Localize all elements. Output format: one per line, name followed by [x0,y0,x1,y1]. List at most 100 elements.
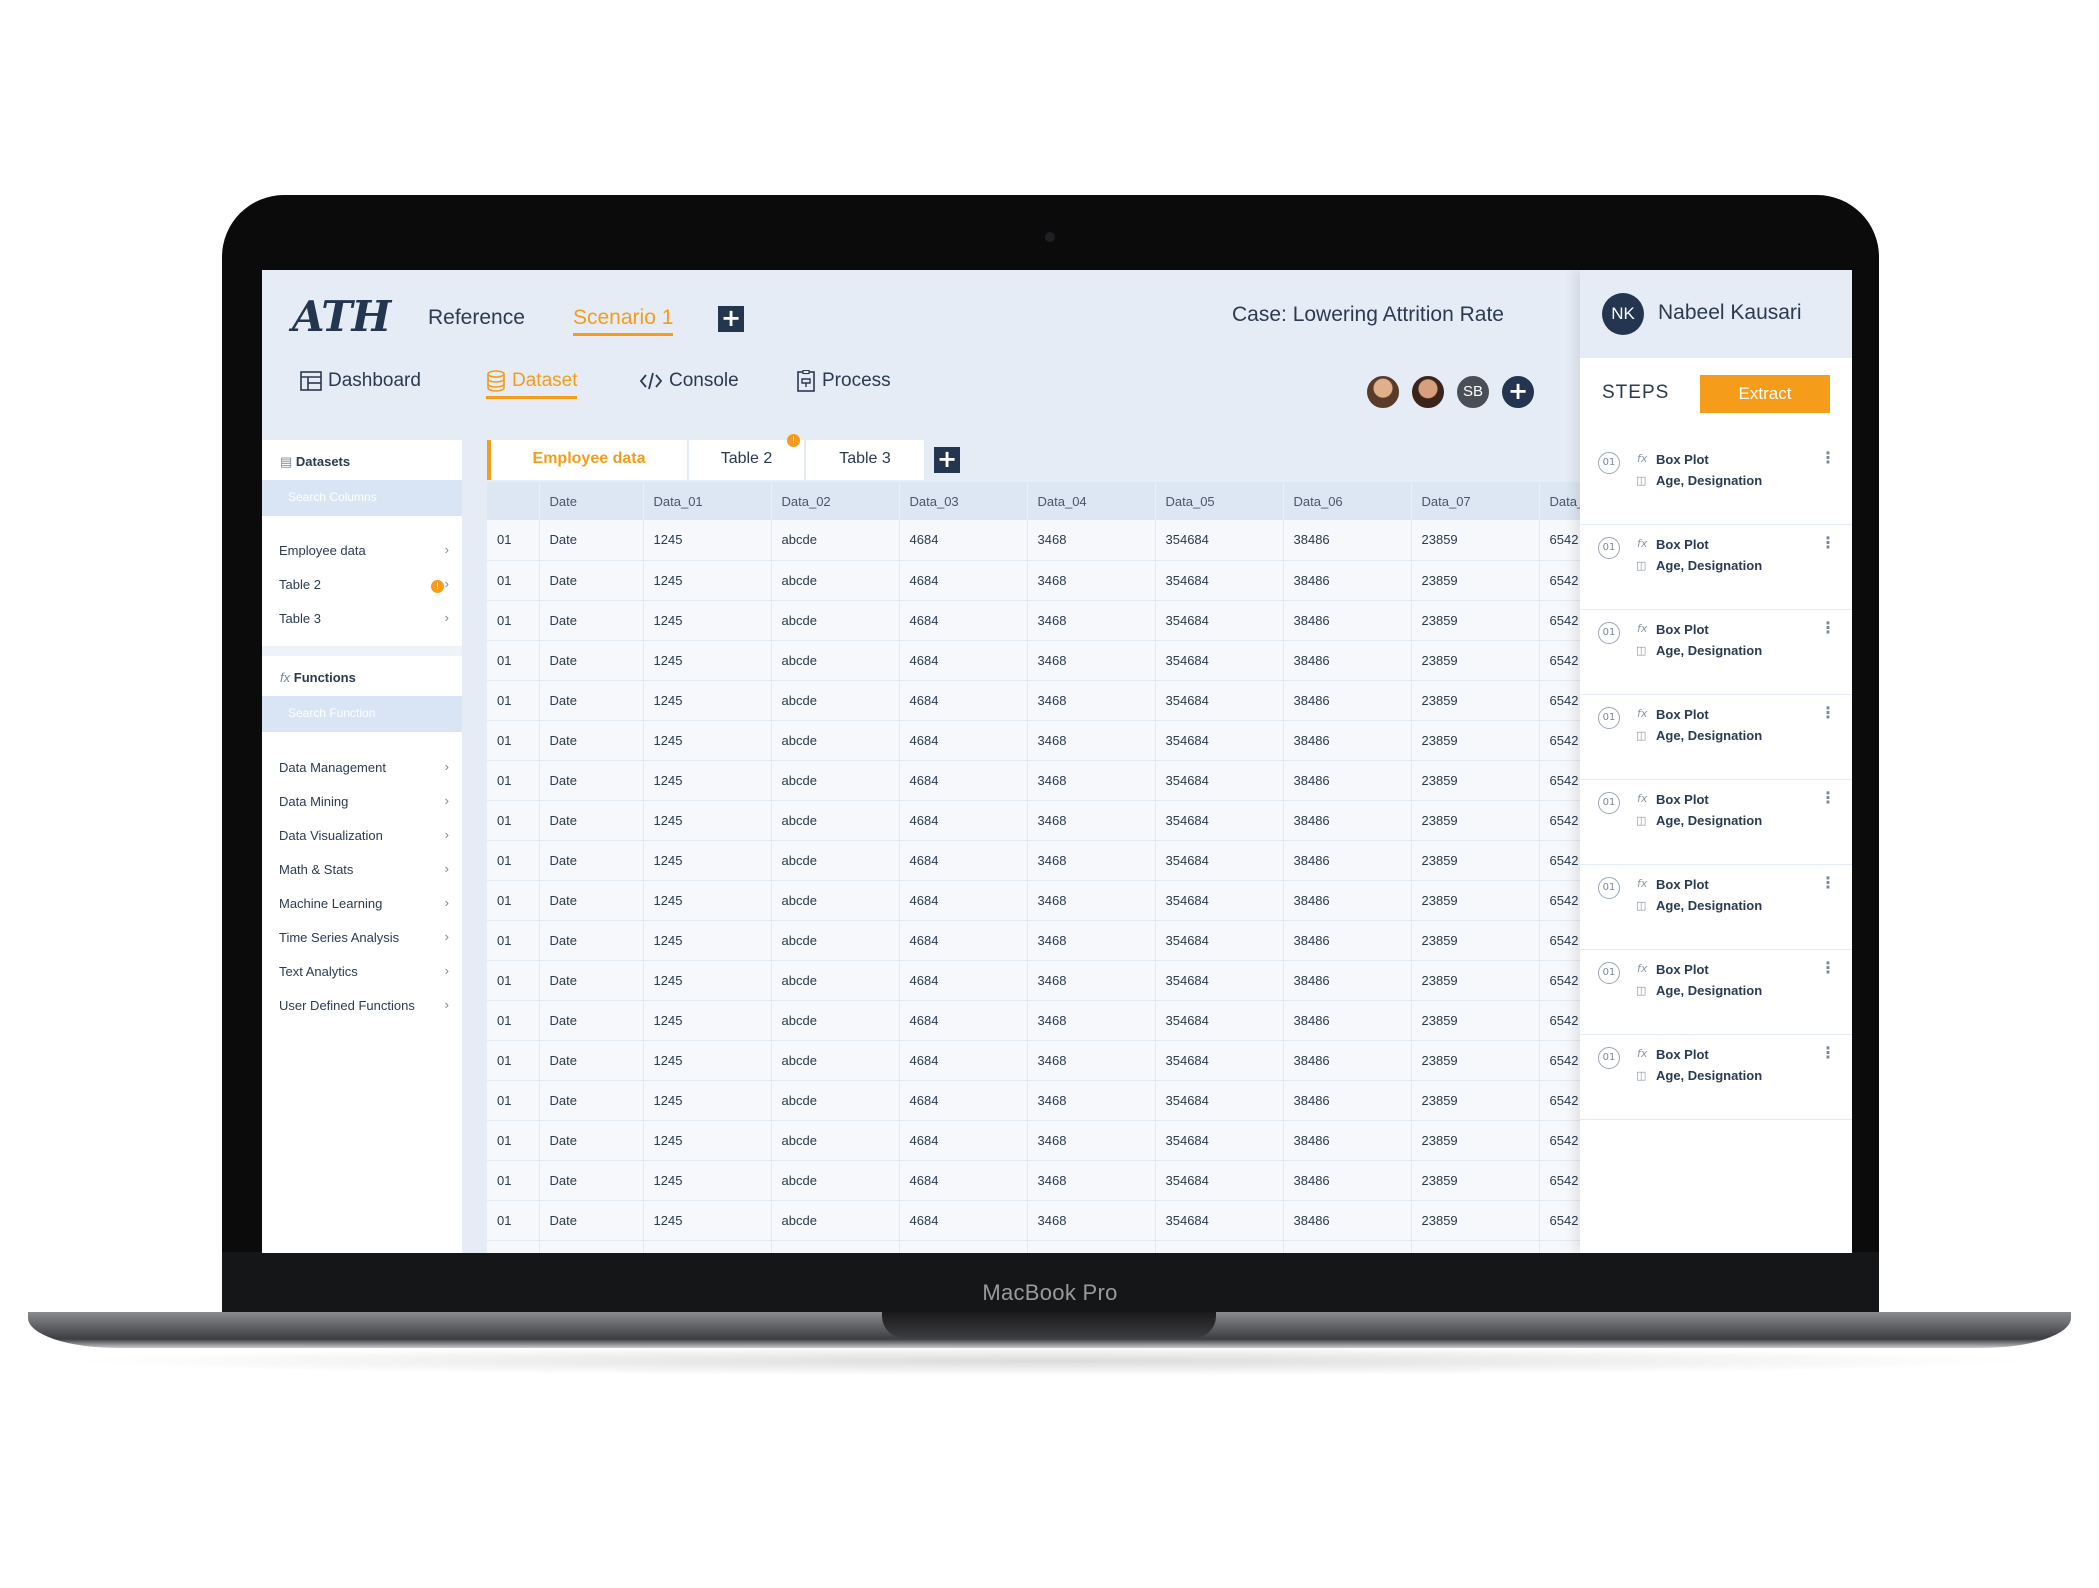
column-header[interactable]: Data_03 [899,482,1028,520]
search-columns-input[interactable]: Search Columns [262,480,462,516]
collaborator-avatar[interactable] [1410,374,1446,410]
collaborator-avatar[interactable] [1365,374,1401,410]
tab-scenario-1[interactable]: Scenario 1 [573,306,674,336]
sidebar-item-function[interactable]: Text Analytics › [279,963,449,979]
datasets-heading: ▤ Datasets [280,454,351,469]
sidebar-item-function[interactable]: Math & Stats › [279,861,449,877]
table-cell: 23859 [1411,520,1540,561]
steps-heading: STEPS [1602,382,1670,403]
step-number: 01 [1598,452,1620,474]
chevron-right-icon: › [444,793,449,808]
nav-process[interactable]: Process [796,370,891,392]
step-title: Box Plot [1656,792,1709,807]
search-function-input[interactable]: Search Function [262,696,462,732]
table-cell: 01 [487,1160,540,1201]
column-header[interactable]: Data_02 [771,482,900,520]
data-table-container[interactable]: Date Data_01 Data_02 Data_03 Data_04 Dat… [487,482,1607,1253]
column-icon: ◫ [1636,899,1647,912]
more-vertical-icon[interactable]: ⋮ [1820,448,1836,467]
more-vertical-icon[interactable]: ⋮ [1820,873,1836,892]
sidebar-item-table-2[interactable]: Table 2! › [279,576,449,593]
user-avatar[interactable]: NK [1602,293,1644,335]
add-collaborator-button[interactable]: + [1500,374,1536,410]
table-cell: 1245 [643,880,772,921]
column-header[interactable]: Data_04 [1027,482,1156,520]
nav-dataset-label: Dataset [512,370,578,391]
column-header[interactable]: Date [539,482,644,520]
sidebar-item-function[interactable]: User Defined Functions › [279,997,449,1013]
more-vertical-icon[interactable]: ⋮ [1820,703,1836,722]
sidebar-item-function[interactable]: Data Management › [279,759,449,775]
chevron-right-icon: › [444,929,449,944]
data-tab-table-2[interactable]: Table 2 ! [689,434,804,480]
step-card[interactable]: 01 fx Box Plot ◫ Age, Designation ⋮ [1580,865,1852,950]
nav-console[interactable]: Console [639,370,739,392]
table-cell: 3468 [1027,520,1156,561]
column-header[interactable]: Data_05 [1155,482,1284,520]
column-header[interactable]: Data_07 [1411,482,1540,520]
table-cell: Date [539,1000,644,1041]
table-row[interactable]: 01Date1245abcde4684346835468438486238596… [487,1240,1607,1253]
table-cell: 1245 [643,1000,772,1041]
sidebar-item-function[interactable]: Data Mining › [279,793,449,809]
nav-dataset[interactable]: Dataset [486,370,578,399]
table-cell: Date [539,880,644,921]
data-tab-table-3[interactable]: Table 3 [806,440,924,480]
table-cell: 354684 [1155,760,1284,801]
laptop-notch [882,1312,1216,1338]
column-header[interactable]: Data_06 [1283,482,1412,520]
nav-dashboard[interactable]: Dashboard [300,370,421,392]
extract-button[interactable]: Extract [1700,375,1830,413]
sidebar-item-function[interactable]: Data Visualization › [279,827,449,843]
add-table-button[interactable]: + [934,447,960,473]
table-cell: 01 [487,760,540,801]
column-header[interactable] [487,482,540,520]
add-scenario-button[interactable]: + [718,306,744,332]
table-cell: Date [539,640,644,681]
step-card[interactable]: 01 fx Box Plot ◫ Age, Designation ⋮ [1580,950,1852,1035]
step-card[interactable]: 01 fx Box Plot ◫ Age, Designation ⋮ [1580,695,1852,780]
tab-reference[interactable]: Reference [428,306,525,329]
more-vertical-icon[interactable]: ⋮ [1820,533,1836,552]
step-card[interactable]: 01 fx Box Plot ◫ Age, Designation ⋮ [1580,610,1852,695]
column-header[interactable]: Data_01 [643,482,772,520]
table-cell: 4684 [899,760,1028,801]
step-card[interactable]: 01 fx Box Plot ◫ Age, Designation ⋮ [1580,525,1852,610]
table-cell: 38486 [1283,800,1412,841]
more-vertical-icon[interactable]: ⋮ [1820,618,1836,637]
collaborator-avatar-initials[interactable]: SB [1455,374,1491,410]
more-vertical-icon[interactable]: ⋮ [1820,1043,1836,1062]
sidebar-item-employee-data[interactable]: Employee data › [279,542,449,558]
table-cell: abcde [771,640,900,681]
step-card[interactable]: 01 fx Box Plot ◫ Age, Designation ⋮ [1580,1035,1852,1120]
table-cell: 23859 [1411,840,1540,881]
table-cell: 01 [487,1000,540,1041]
step-card[interactable]: 01 fx Box Plot ◫ Age, Designation ⋮ [1580,440,1852,525]
more-vertical-icon[interactable]: ⋮ [1820,958,1836,977]
more-vertical-icon[interactable]: ⋮ [1820,788,1836,807]
sidebar-item-function[interactable]: Machine Learning › [279,895,449,911]
sidebar-item-table-3[interactable]: Table 3 › [279,610,449,626]
sidebar-item-function[interactable]: Time Series Analysis › [279,929,449,945]
step-card[interactable]: 01 fx Box Plot ◫ Age, Designation ⋮ [1580,780,1852,865]
data-tab-employee-data[interactable]: Employee data [487,440,687,480]
table-cell: abcde [771,560,900,601]
